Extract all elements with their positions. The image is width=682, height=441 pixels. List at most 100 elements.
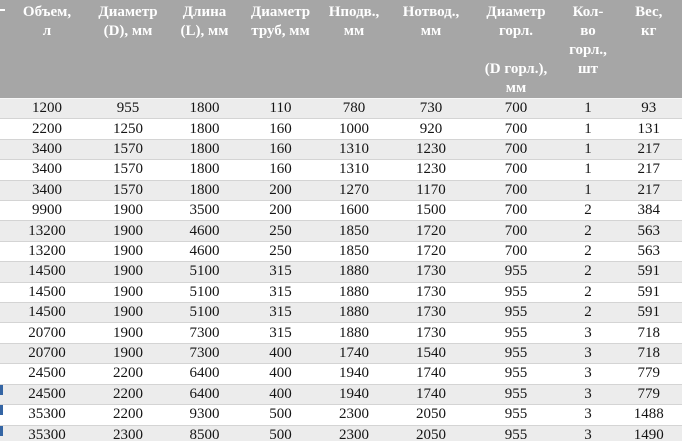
table-cell: 1730 (390, 302, 472, 324)
table-cell: 315 (243, 322, 318, 344)
table-cell: 700 (472, 98, 560, 120)
cut-column-cell (0, 98, 4, 120)
table-cell: 1500 (390, 200, 472, 222)
table-cell: 1900 (90, 220, 166, 242)
table-cell: 955 (472, 384, 560, 406)
table-cell: 955 (472, 261, 560, 283)
table-cell: 2 (560, 261, 616, 283)
cut-column-cell (0, 139, 4, 161)
cut-column-cell (0, 363, 4, 385)
table-cell: 1880 (318, 302, 390, 324)
table-cell: 1 (560, 118, 616, 140)
table-cell: 955 (472, 302, 560, 324)
table-cell: 920 (390, 118, 472, 140)
table-cell: 1540 (390, 343, 472, 365)
table-cell: 3 (560, 404, 616, 426)
table-cell: 500 (243, 425, 318, 441)
table-row: 20700 1900 7300 315 1880 1730 955 3 718 (0, 322, 682, 344)
table-cell: 3 (560, 425, 616, 441)
table-cell: 1740 (390, 384, 472, 406)
table-cell: 3400 (4, 180, 90, 202)
table-cell: 955 (472, 404, 560, 426)
header-cell: Нподв., мм (318, 0, 390, 99)
table-cell: 200 (243, 180, 318, 202)
table-row: 14500 1900 5100 315 1880 1730 955 2 591 (0, 302, 682, 324)
cut-column-cell (0, 241, 4, 263)
table-cell: 4600 (166, 241, 243, 263)
table-cell: 20700 (4, 322, 90, 344)
table-cell: 1230 (390, 139, 472, 161)
table-row: 14500 1900 5100 315 1880 1730 955 2 591 (0, 261, 682, 283)
table-cell: 2300 (90, 425, 166, 441)
table-cell: 3 (560, 343, 616, 365)
table-cell: 500 (243, 404, 318, 426)
table-cell: 2050 (390, 404, 472, 426)
table-cell: 2200 (90, 363, 166, 385)
table-cell: 779 (616, 384, 682, 406)
table-cell: 1 (560, 139, 616, 161)
table-cell: 1000 (318, 118, 390, 140)
table-cell: 1570 (90, 139, 166, 161)
table-cell: 315 (243, 261, 318, 283)
table-cell: 5100 (166, 302, 243, 324)
table-cell: 1310 (318, 139, 390, 161)
table-cell: 3400 (4, 139, 90, 161)
table-cell: 955 (472, 363, 560, 385)
table-cell: 1720 (390, 220, 472, 242)
table-cell: 2050 (390, 425, 472, 441)
table-cell: 700 (472, 180, 560, 202)
table-cell: 700 (472, 159, 560, 181)
table-cell: 2 (560, 302, 616, 324)
table-row: 1200 955 1800 110 780 730 700 1 93 (0, 98, 682, 120)
table-cell: 1730 (390, 322, 472, 344)
table-cell: 1 (560, 159, 616, 181)
table-cell: 131 (616, 118, 682, 140)
table-cell: 1740 (318, 343, 390, 365)
table-cell: 700 (472, 139, 560, 161)
table-cell: 217 (616, 180, 682, 202)
table-cell: 1570 (90, 180, 166, 202)
table-cell: 955 (90, 98, 166, 120)
table-row: 35300 2300 8500 500 2300 2050 955 3 1490 (0, 425, 682, 441)
header-row: Объем, л Диаметр (D), мм Длина (L), мм Диам… (0, 0, 682, 99)
table-cell: 24500 (4, 384, 90, 406)
table-cell: 1800 (166, 118, 243, 140)
header-cell: Кол- во горл., шт (560, 0, 616, 99)
table-cell: 6400 (166, 384, 243, 406)
table-cell: 2300 (318, 404, 390, 426)
table-row: 13200 1900 4600 250 1850 1720 700 2 563 (0, 220, 682, 242)
cut-column-cell (0, 200, 4, 222)
table-cell: 2200 (90, 404, 166, 426)
table-cell: 1880 (318, 322, 390, 344)
table-cell: 9300 (166, 404, 243, 426)
header-cell: Диаметр горл. (D горл.), мм (472, 0, 560, 99)
table-cell: 35300 (4, 404, 90, 426)
table-cell: 955 (472, 343, 560, 365)
table-cell: 955 (472, 425, 560, 441)
cut-link-fragment[interactable] (0, 405, 3, 416)
table-cell: 563 (616, 241, 682, 263)
table-cell: 3500 (166, 200, 243, 222)
table-cell: 217 (616, 159, 682, 181)
table-cell: 1900 (90, 322, 166, 344)
table-cell: 160 (243, 139, 318, 161)
cut-header-dash-fragment (0, 9, 5, 11)
table-row: 13200 1900 4600 250 1850 1720 700 2 563 (0, 241, 682, 263)
table-cell: 1900 (90, 282, 166, 304)
cut-link-fragment[interactable] (0, 384, 3, 395)
table-cell: 14500 (4, 261, 90, 283)
table-cell: 780 (318, 98, 390, 120)
cut-column-cell (0, 159, 4, 181)
table-cell: 315 (243, 302, 318, 324)
table-cell: 7300 (166, 343, 243, 365)
table-cell: 24500 (4, 363, 90, 385)
cut-column-cell (0, 302, 4, 324)
table-cell: 110 (243, 98, 318, 120)
table-cell: 5100 (166, 261, 243, 283)
table-cell: 3400 (4, 159, 90, 181)
table-cell: 200 (243, 200, 318, 222)
table-cell: 1800 (166, 180, 243, 202)
table-cell: 3 (560, 384, 616, 406)
cut-link-fragment[interactable] (0, 425, 3, 436)
